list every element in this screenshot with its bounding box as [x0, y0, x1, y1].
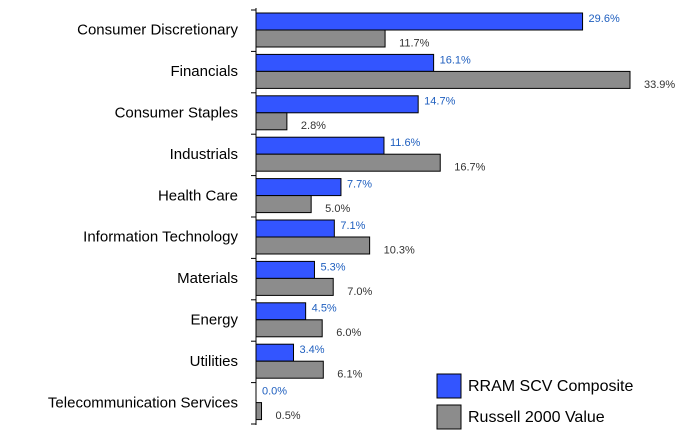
data-label: 10.3%: [384, 244, 415, 256]
bar: [255, 95, 419, 114]
data-label: 4.5%: [312, 303, 337, 315]
bar: [255, 302, 307, 321]
data-label: 3.4%: [300, 344, 325, 356]
category-label: Telecommunication Services: [48, 394, 238, 411]
bar: [255, 319, 323, 338]
bar: [255, 153, 441, 172]
data-label: 33.9%: [644, 79, 675, 91]
bar: [255, 70, 631, 89]
bar: [255, 402, 263, 421]
data-label: 0.0%: [262, 386, 287, 398]
category-label: Health Care: [158, 187, 238, 204]
category-label: Energy: [190, 311, 238, 328]
bar: [255, 343, 295, 362]
category-label: Consumer Discretionary: [77, 22, 238, 39]
data-label: 7.1%: [340, 220, 365, 232]
category-label: Financials: [170, 63, 238, 80]
bar: [255, 260, 315, 279]
bar: [255, 236, 371, 255]
legend-swatch: [436, 373, 462, 399]
bar: [255, 29, 386, 48]
category-label: Utilities: [190, 353, 238, 370]
data-label: 11.7%: [399, 37, 430, 49]
data-label: 16.1%: [440, 54, 471, 66]
category-label: Information Technology: [83, 229, 238, 246]
bar: [255, 53, 435, 72]
bar: [255, 178, 342, 197]
category-label: Industrials: [170, 146, 238, 163]
bar: [255, 12, 584, 31]
bar: [255, 277, 334, 296]
bar: [255, 219, 335, 238]
legend-swatch: [436, 404, 462, 430]
data-label: 6.1%: [337, 369, 362, 381]
data-label: 0.5%: [276, 410, 301, 422]
data-label: 14.7%: [424, 96, 455, 108]
bar: [255, 136, 385, 155]
data-label: 6.0%: [336, 327, 361, 339]
legend-label: Russell 2000 Value: [468, 409, 605, 426]
bar: [255, 360, 324, 379]
bar: [255, 112, 288, 131]
legend-label: RRAM SCV Composite: [468, 378, 633, 395]
data-label: 5.3%: [320, 261, 345, 273]
data-label: 16.7%: [454, 162, 485, 174]
bar: [255, 195, 312, 214]
data-label: 5.0%: [325, 203, 350, 215]
category-label: Materials: [177, 270, 238, 287]
data-label: 2.8%: [301, 120, 326, 132]
data-label: 29.6%: [589, 13, 620, 25]
data-label: 11.6%: [390, 137, 421, 149]
category-label: Consumer Staples: [115, 104, 238, 121]
data-label: 7.0%: [347, 286, 372, 298]
data-label: 7.7%: [347, 179, 372, 191]
